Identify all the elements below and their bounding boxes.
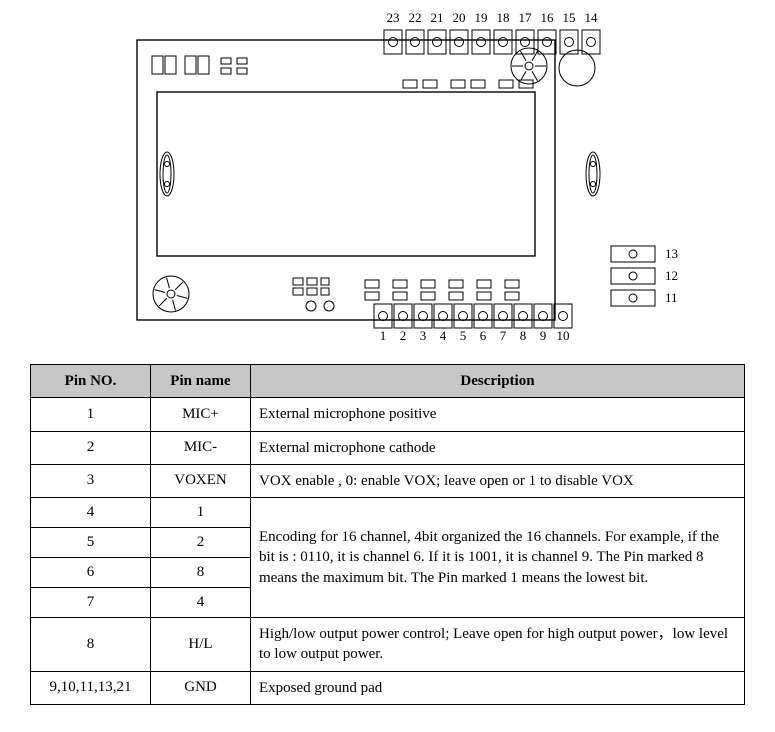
svg-text:17: 17 [519,10,533,25]
svg-text:10: 10 [557,328,570,342]
header-pin-name: Pin name [151,365,251,398]
cell-pin-name: VOXEN [151,464,251,497]
cell-pin-no: 7 [31,588,151,618]
table-row: 9,10,11,13,21GNDExposed ground pad [31,671,745,704]
table-row: 2MIC-External microphone cathode [31,431,745,464]
cell-desc: External microphone positive [251,398,745,431]
cell-pin-no: 6 [31,558,151,588]
pcb-svg: 2322212019181716151412345678910131211 [95,10,680,342]
svg-text:13: 13 [665,246,678,261]
svg-text:15: 15 [563,10,576,25]
cell-pin-no: 9,10,11,13,21 [31,671,151,704]
svg-text:12: 12 [665,268,678,283]
svg-text:7: 7 [500,328,507,342]
header-pin-no: Pin NO. [31,365,151,398]
svg-text:11: 11 [665,290,678,305]
svg-text:2: 2 [400,328,407,342]
svg-text:6: 6 [480,328,487,342]
svg-text:20: 20 [453,10,466,25]
pcb-diagram: 2322212019181716151412345678910131211 [30,10,745,342]
cell-pin-name: H/L [151,618,251,672]
svg-text:4: 4 [440,328,447,342]
cell-desc: Exposed ground pad [251,671,745,704]
svg-text:18: 18 [497,10,510,25]
header-desc: Description [251,365,745,398]
cell-pin-name: MIC- [151,431,251,464]
table-row: 8H/LHigh/low output power control; Leave… [31,618,745,672]
cell-pin-no: 3 [31,464,151,497]
cell-pin-no: 5 [31,528,151,558]
svg-text:21: 21 [431,10,444,25]
cell-pin-name: 4 [151,588,251,618]
cell-pin-no: 8 [31,618,151,672]
cell-pin-name: GND [151,671,251,704]
svg-text:23: 23 [387,10,400,25]
svg-text:3: 3 [420,328,427,342]
cell-pin-name: 1 [151,498,251,528]
cell-pin-name: MIC+ [151,398,251,431]
svg-text:16: 16 [541,10,555,25]
svg-text:22: 22 [409,10,422,25]
cell-pin-name: 8 [151,558,251,588]
table-row: 3VOXENVOX enable , 0: enable VOX; leave … [31,464,745,497]
cell-pin-no: 4 [31,498,151,528]
svg-text:9: 9 [540,328,547,342]
svg-text:14: 14 [585,10,599,25]
cell-pin-name: 2 [151,528,251,558]
pin-table: Pin NO. Pin name Description 1MIC+Extern… [30,364,745,705]
svg-text:8: 8 [520,328,527,342]
cell-pin-no: 1 [31,398,151,431]
table-row: 1MIC+External microphone positive [31,398,745,431]
table-header-row: Pin NO. Pin name Description [31,365,745,398]
cell-desc: High/low output power control; Leave ope… [251,618,745,672]
cell-pin-no: 2 [31,431,151,464]
svg-text:1: 1 [380,328,387,342]
svg-text:5: 5 [460,328,467,342]
svg-text:19: 19 [475,10,488,25]
cell-desc: VOX enable , 0: enable VOX; leave open o… [251,464,745,497]
cell-desc: External microphone cathode [251,431,745,464]
cell-desc: Encoding for 16 channel, 4bit organized … [251,498,745,618]
table-row: 41Encoding for 16 channel, 4bit organize… [31,498,745,528]
